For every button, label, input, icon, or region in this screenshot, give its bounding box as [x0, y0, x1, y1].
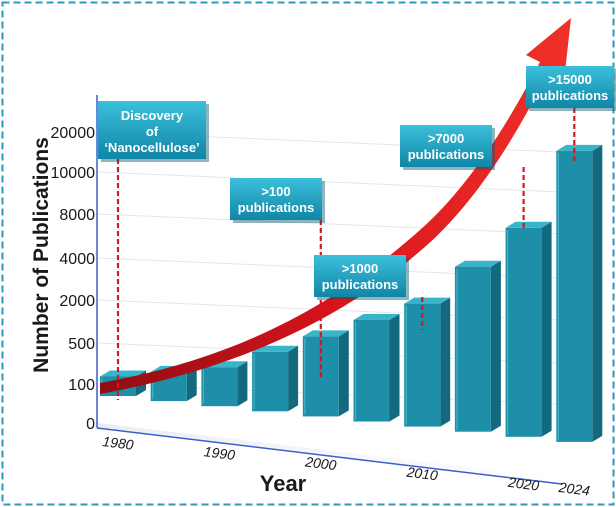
y-tick-label: 10000 [51, 165, 96, 182]
bar [302, 330, 349, 417]
bar-top [353, 314, 400, 320]
bar-front [556, 150, 593, 442]
annotation-box [230, 178, 322, 220]
y-tick-label: 8000 [59, 207, 95, 224]
y-tick-label: 100 [68, 377, 95, 394]
bar-side [440, 297, 451, 427]
y-axis-label: Number of Publications [30, 137, 53, 373]
bar-top [556, 144, 603, 151]
bar-front [353, 320, 390, 422]
annotation-text: >1000 [342, 261, 379, 276]
bar-top [252, 345, 299, 352]
bar-front [454, 266, 491, 432]
y-tick-label: 4000 [59, 251, 95, 268]
annotation-box [400, 125, 492, 167]
bar-top [302, 330, 349, 337]
bar-side [389, 314, 400, 422]
bar-side [541, 221, 552, 437]
bar-side [490, 260, 501, 432]
y-tick-label: 20000 [51, 125, 96, 142]
bar-front [201, 367, 238, 407]
bar [454, 260, 501, 432]
bar [556, 144, 603, 442]
bar-top [454, 260, 501, 267]
y-tick-label: 2000 [59, 293, 95, 310]
bar-front [252, 351, 289, 412]
x-tick-label: 2010 [405, 464, 439, 484]
annotation-text: publications [532, 88, 609, 103]
bar-front [505, 227, 542, 437]
x-axis-line [96, 427, 563, 485]
bar [201, 361, 248, 407]
annotation-box [314, 255, 406, 297]
annotation-box [98, 101, 206, 159]
bar [505, 221, 552, 437]
bar-side [338, 330, 349, 417]
bar [404, 297, 451, 427]
x-tick-label: 2024 [557, 479, 591, 499]
x-tick-label: 2020 [506, 474, 540, 494]
annotation-text: Discovery [121, 108, 184, 123]
bar [353, 314, 400, 422]
bar-side [288, 345, 299, 412]
annotation-text: >100 [261, 184, 290, 199]
bar-top [505, 221, 552, 228]
y-tick-label: 500 [68, 336, 95, 353]
annotation-text: publications [238, 200, 315, 215]
annotation-text: publications [322, 277, 399, 292]
chart-floor [98, 423, 562, 483]
bar [252, 345, 299, 412]
bar-top [404, 297, 451, 304]
bar-top [100, 370, 146, 377]
x-tick-label: 1990 [203, 443, 236, 463]
bar-side [237, 361, 248, 407]
x-tick-label: 1980 [102, 433, 135, 453]
annotation-text: of [146, 124, 159, 139]
x-tick-label: 2000 [303, 453, 337, 473]
annotation-text: publications [408, 147, 485, 162]
x-axis-label: Year [260, 471, 307, 496]
bar-side [592, 144, 603, 442]
annotation-text: >7000 [428, 131, 465, 146]
annotation-text: ‘Nanocellulose’ [104, 140, 199, 155]
annotation-box [526, 66, 614, 108]
bar-side [186, 365, 197, 402]
y-tick-label: 0 [86, 416, 95, 433]
annotation-text: >15000 [548, 72, 592, 87]
